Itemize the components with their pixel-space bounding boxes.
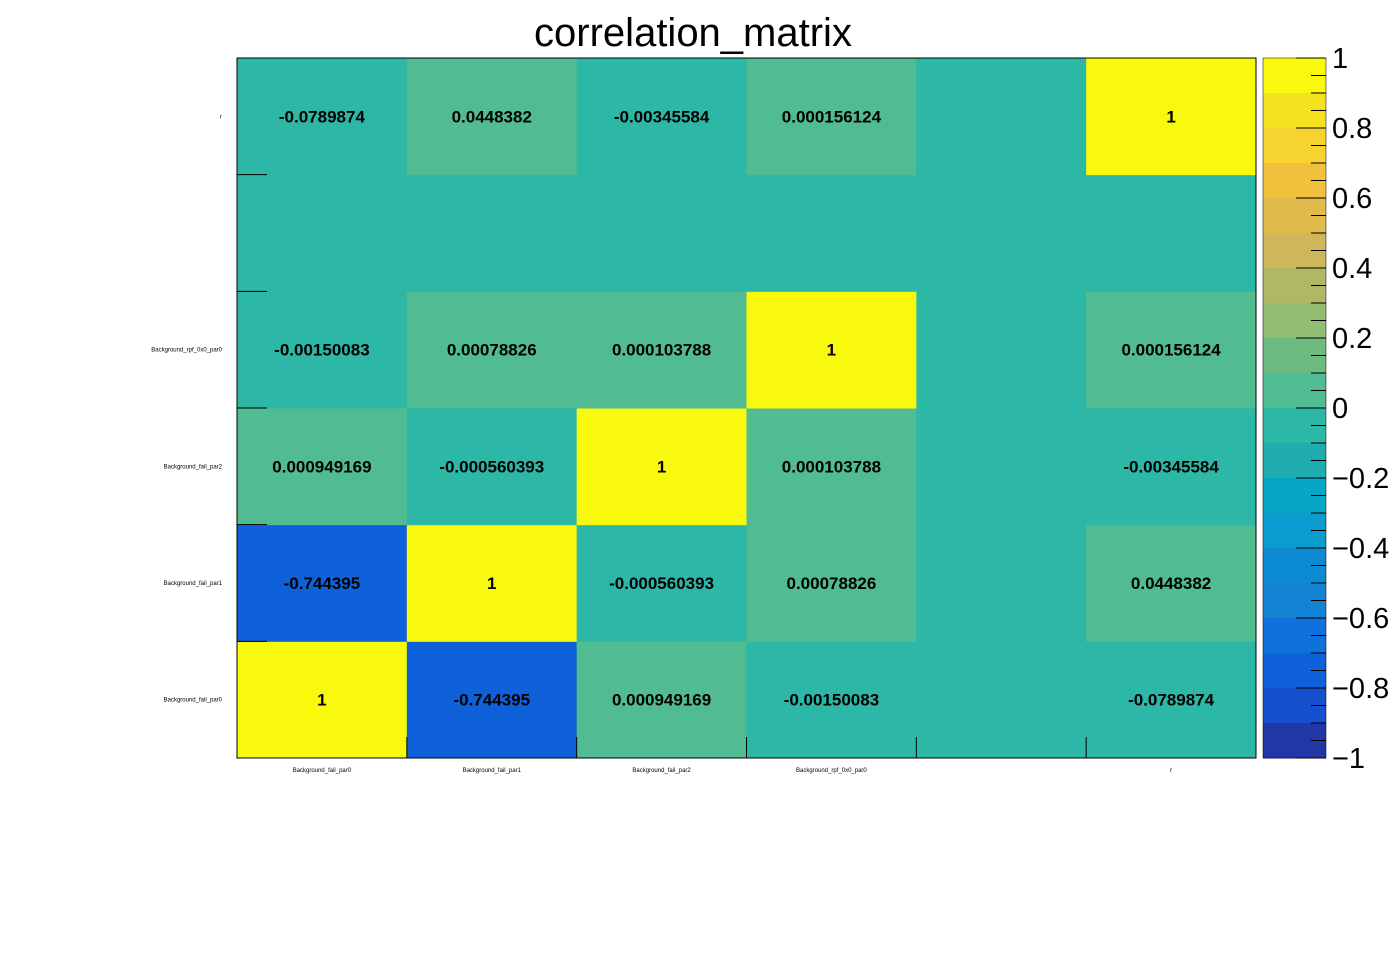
x-tick-labels: Background_fail_par0 Background_fail_par1… xyxy=(293,768,1172,774)
cell-value-label: 0.000156124 xyxy=(782,107,882,126)
heatmap-cell xyxy=(406,58,578,176)
color-scale-tick-label: 0.4 xyxy=(1332,253,1372,285)
cell-value-label: 0.000103788 xyxy=(782,457,881,476)
heatmap-cell xyxy=(746,524,917,642)
heatmap-cell xyxy=(576,58,747,176)
heatmap-cell xyxy=(406,641,578,759)
heatmap-cell xyxy=(1086,524,1257,642)
color-scale-tick-label: −0.4 xyxy=(1332,533,1389,565)
y-tick-label: Background_fail_par2 xyxy=(164,464,223,470)
heatmap-cell xyxy=(237,174,408,292)
cell-value-label: 0.000949169 xyxy=(272,457,371,476)
heatmap-cell xyxy=(576,408,747,526)
heatmap-cell xyxy=(406,524,578,642)
cell-value-label: -0.0789874 xyxy=(1128,691,1215,710)
chart-title: correlation_matrix xyxy=(534,11,852,55)
heatmap-cell xyxy=(746,641,917,759)
heatmap-cell xyxy=(1086,174,1257,292)
heatmap-cell xyxy=(1086,58,1257,176)
cell-value-label: 1 xyxy=(657,457,666,476)
color-scale-tick-label: 1 xyxy=(1332,43,1348,75)
heatmap-cell xyxy=(916,408,1087,526)
cell-value-label: -0.00345584 xyxy=(1123,457,1219,476)
heatmap-cell xyxy=(576,291,747,409)
heatmap-cell xyxy=(916,524,1087,642)
heatmap-cell xyxy=(746,408,917,526)
heatmap-cell-labels: 1 -0.744395 0.000949169 -0.00150083 -0.07898… xyxy=(272,107,1221,709)
color-scale-tick-label: −1 xyxy=(1332,743,1365,775)
color-scale-tick-label: −0.8 xyxy=(1332,673,1389,705)
heatmap-cell xyxy=(1086,408,1257,526)
heatmap-cell xyxy=(916,291,1087,409)
heatmap-cells xyxy=(237,58,1257,759)
heatmap-cell xyxy=(237,641,408,759)
heatmap-cell xyxy=(406,408,578,526)
cell-value-label: 0.00078826 xyxy=(447,341,537,360)
cell-value-label: 1 xyxy=(1166,107,1175,126)
heatmap-cell xyxy=(406,291,578,409)
color-scale-tick-label: 0.6 xyxy=(1332,183,1372,215)
cell-value-label: -0.00345584 xyxy=(614,107,710,126)
color-scale-tick-label: 0.8 xyxy=(1332,113,1372,145)
heatmap-cell xyxy=(746,174,917,292)
heatmap-cell xyxy=(576,174,747,292)
x-tick-label: Background_fail_par0 xyxy=(293,768,352,774)
color-scale-tick-label: 0 xyxy=(1332,393,1348,425)
heatmap-cell xyxy=(237,408,408,526)
heatmap-cell xyxy=(237,524,408,642)
y-tick-labels: Background_fail_par0 Background_fail_par1… xyxy=(151,114,222,703)
heatmap-cell xyxy=(576,641,747,759)
heatmap-cell xyxy=(746,291,917,409)
heatmap-cell xyxy=(916,58,1087,176)
heatmap-cell xyxy=(916,174,1087,292)
color-scale-tick-label: 0.2 xyxy=(1332,323,1372,355)
cell-value-label: 0.000103788 xyxy=(612,341,711,360)
cell-value-label: -0.744395 xyxy=(284,574,361,593)
y-tick-label: Background_fail_par1 xyxy=(164,581,223,587)
cell-value-label: 0.00078826 xyxy=(787,574,877,593)
cell-value-label: -0.000560393 xyxy=(609,574,714,593)
cell-value-label: 0.000156124 xyxy=(1121,341,1221,360)
x-tick-label: Background_rpf_0x0_par0 xyxy=(796,768,867,774)
heatmap-cell xyxy=(746,58,917,176)
heatmap-cell xyxy=(916,641,1087,759)
cell-value-label: -0.00150083 xyxy=(784,691,879,710)
heatmap-axes xyxy=(236,57,1257,759)
x-tick-label: r xyxy=(1170,768,1172,774)
color-scale-tick-labels: 1 0.8 0.6 0.4 0.2 0 −0.2 −0.4 −0.6 −0.8 −1 xyxy=(1296,43,1389,775)
cell-value-label: -0.0789874 xyxy=(279,107,366,126)
heatmap-cell xyxy=(237,291,408,409)
y-tick-label: Background_rpf_0x0_par0 xyxy=(151,348,222,354)
x-tick-label: Background_fail_par2 xyxy=(632,768,691,774)
heatmap-cell xyxy=(1086,291,1257,409)
cell-value-label: 0.0448382 xyxy=(1131,574,1211,593)
heatmap-cell xyxy=(576,524,747,642)
cell-value-label: 1 xyxy=(827,341,836,360)
color-scale-tick-label: −0.2 xyxy=(1332,463,1389,495)
cell-value-label: -0.00150083 xyxy=(274,341,369,360)
heatmap-cell xyxy=(406,174,578,292)
cell-value-label: 1 xyxy=(487,574,496,593)
cell-value-label: 0.0448382 xyxy=(452,107,532,126)
cell-value-label: 1 xyxy=(317,691,326,710)
x-tick-label: Background_fail_par1 xyxy=(463,768,522,774)
cell-value-label: -0.000560393 xyxy=(439,457,544,476)
heatmap-cell xyxy=(237,58,408,176)
color-scale-tick-label: −0.6 xyxy=(1332,603,1389,635)
y-tick-label: r xyxy=(220,114,222,120)
y-tick-label: Background_fail_par0 xyxy=(164,698,223,704)
heatmap-cell xyxy=(1086,641,1257,759)
cell-value-label: 0.000949169 xyxy=(612,691,711,710)
cell-value-label: -0.744395 xyxy=(453,691,530,710)
